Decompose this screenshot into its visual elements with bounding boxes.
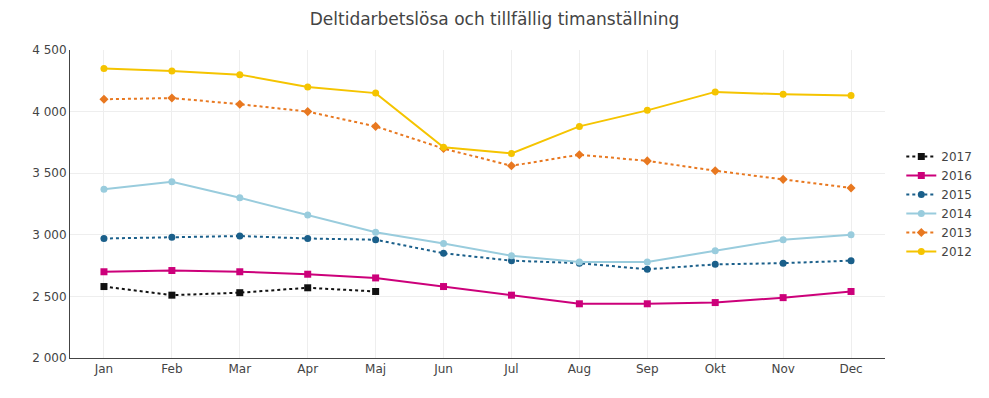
svg-text:Mar: Mar: [228, 362, 251, 376]
svg-text:2012: 2012: [941, 245, 972, 259]
svg-text:2014: 2014: [941, 207, 972, 221]
svg-text:2017: 2017: [941, 150, 972, 164]
svg-text:Apr: Apr: [297, 362, 318, 376]
svg-text:2013: 2013: [941, 226, 972, 240]
svg-text:4 500: 4 500: [32, 43, 66, 57]
svg-text:Maj: Maj: [365, 362, 386, 376]
svg-text:3 500: 3 500: [32, 166, 66, 180]
svg-text:Jan: Jan: [94, 362, 114, 376]
svg-text:Deltidarbetslösa och tillfälli: Deltidarbetslösa och tillfällig timanstä…: [310, 9, 680, 29]
svg-text:Jun: Jun: [433, 362, 453, 376]
svg-text:2016: 2016: [941, 169, 972, 183]
svg-text:2 000: 2 000: [32, 351, 66, 365]
svg-text:Okt: Okt: [705, 362, 726, 376]
svg-text:Feb: Feb: [161, 362, 182, 376]
svg-text:2 500: 2 500: [32, 290, 66, 304]
svg-text:2015: 2015: [941, 188, 972, 202]
svg-text:Nov: Nov: [771, 362, 794, 376]
svg-text:4 000: 4 000: [32, 105, 66, 119]
svg-text:Sep: Sep: [636, 362, 659, 376]
svg-text:3 000: 3 000: [32, 228, 66, 242]
svg-text:Jul: Jul: [503, 362, 518, 376]
svg-text:Dec: Dec: [839, 362, 862, 376]
svg-text:Aug: Aug: [568, 362, 591, 376]
